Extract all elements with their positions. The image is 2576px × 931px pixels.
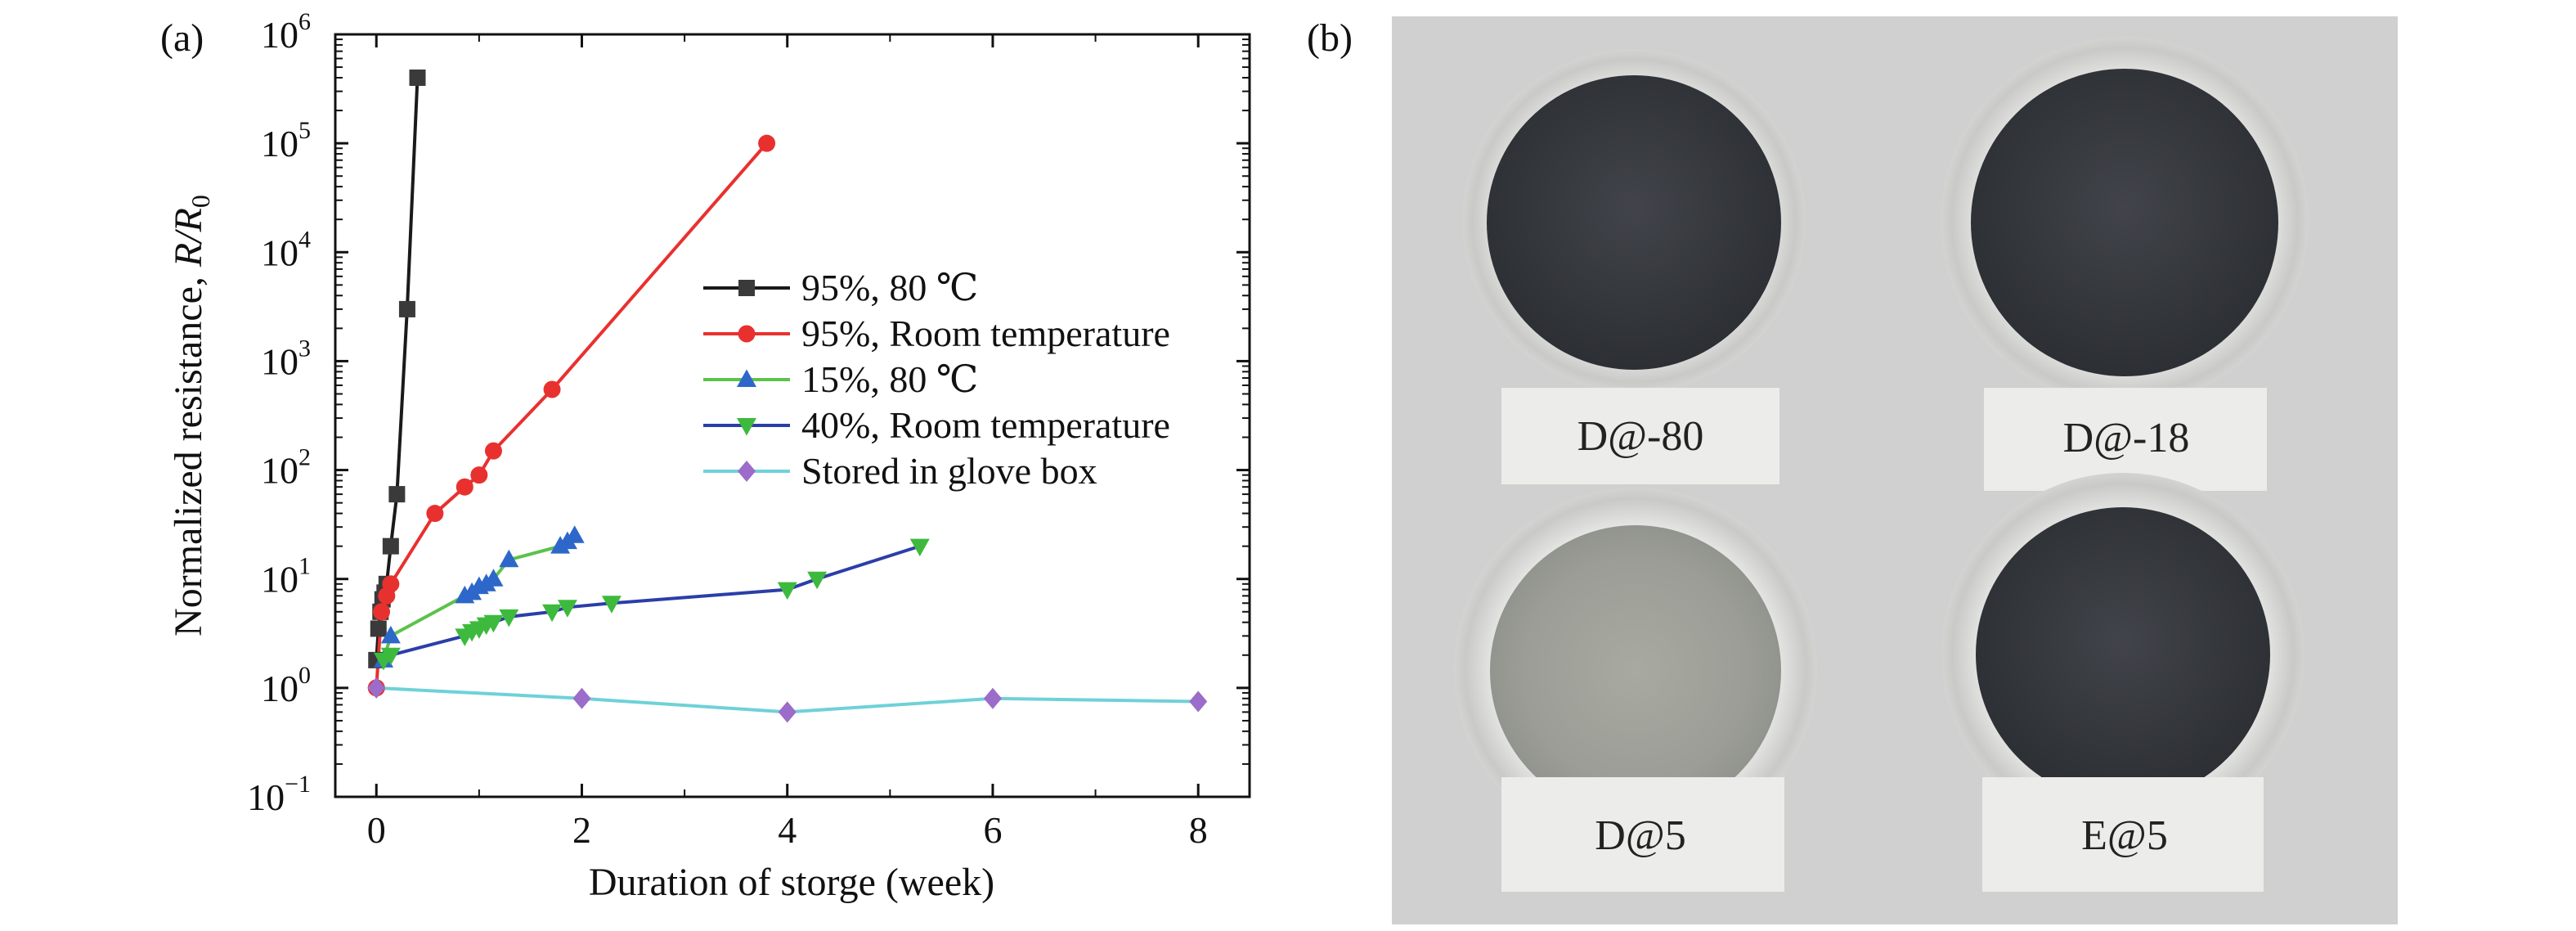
sample-4-label: E@5 <box>2081 812 2168 859</box>
sample-1-disc <box>1487 75 1781 370</box>
legend-marker <box>738 325 756 343</box>
x-tick-label: 4 <box>778 809 797 851</box>
y-tick-base: 10 <box>247 776 285 818</box>
x-axis: 0 2 4 6 8 <box>367 34 1208 851</box>
y-tick-label: 106 <box>261 8 311 56</box>
legend-marker <box>737 418 756 436</box>
series-2-point <box>426 505 444 523</box>
sample-3-label-box <box>1501 777 1784 892</box>
series-2-point <box>373 603 391 621</box>
sample-3-disc <box>1490 525 1781 816</box>
series-2-point <box>382 575 400 593</box>
y-tick-label: 101 <box>261 553 311 600</box>
series-3-point <box>483 569 504 587</box>
series-4-point <box>542 604 563 623</box>
legend-label: 40%, Room temperature <box>801 404 1170 446</box>
y-tick-exponent: 5 <box>298 117 311 144</box>
sample-1-label: D@-80 <box>1577 413 1704 460</box>
panel-b-label: (b) <box>1307 16 1353 60</box>
series-3-point <box>564 525 585 543</box>
series-2-point <box>456 478 473 496</box>
x-tick-label: 2 <box>572 809 591 851</box>
series-4-point <box>909 538 930 557</box>
y-tick-label: 104 <box>261 226 311 273</box>
legend-marker <box>738 461 756 482</box>
legend-marker <box>737 369 756 387</box>
y-tick-label: 10−1 <box>247 771 311 818</box>
y-tick-label: 103 <box>261 335 311 382</box>
panel-a-label: (a) <box>160 16 204 60</box>
sample-4-disc <box>1976 507 2270 802</box>
y-tick-base: 10 <box>261 232 298 273</box>
sample-4-label-box <box>1982 777 2264 892</box>
series-1-point <box>370 620 387 637</box>
y-tick-base: 10 <box>261 668 298 709</box>
y-tick-base: 10 <box>261 559 298 600</box>
x-tick-label: 6 <box>983 809 1002 851</box>
legend-label: Stored in glove box <box>801 450 1097 492</box>
y-tick-base: 10 <box>261 123 298 164</box>
series-2-point <box>470 466 488 484</box>
series-5-point <box>983 687 1002 709</box>
sample-1-label-box <box>1501 388 1779 484</box>
series-4-point <box>807 571 828 590</box>
y-tick-label: 105 <box>261 117 311 164</box>
series-5-point <box>1189 690 1208 713</box>
series-4-point <box>557 600 577 618</box>
series-2-point <box>543 380 561 398</box>
series-2-point <box>484 442 502 460</box>
series-markers <box>367 69 1208 723</box>
series-4-point <box>380 647 401 666</box>
y-tick-exponent: 6 <box>298 8 311 35</box>
x-axis-title: Duration of storge (week) <box>589 861 994 904</box>
series-3-point <box>380 625 401 644</box>
plot-frame <box>334 33 1251 798</box>
y-axis-title-main: Normalized resistance, <box>167 267 210 636</box>
y-tick-base: 10 <box>261 450 298 492</box>
y-tick-exponent: −1 <box>285 771 311 798</box>
series-5-point <box>367 677 386 699</box>
series-4-point <box>601 596 622 614</box>
series-3-point <box>499 549 519 568</box>
series-1-point <box>388 486 406 503</box>
series-1-point <box>398 300 415 317</box>
y-tick-exponent: 4 <box>298 226 311 253</box>
sample-2-disc <box>1971 69 2278 376</box>
y-tick-exponent: 2 <box>298 444 311 471</box>
y-tick-label: 102 <box>261 444 311 492</box>
series-4-point <box>777 582 797 600</box>
series-4-point <box>499 609 519 627</box>
y-tick-label: 100 <box>261 662 311 709</box>
sample-3-label: D@5 <box>1595 812 1685 859</box>
y-axis-title-var: R/R <box>167 208 210 268</box>
x-tick-label: 8 <box>1189 809 1208 851</box>
legend-label: 95%, 80 ℃ <box>801 267 978 308</box>
legend-marker <box>738 280 755 296</box>
series-1-point <box>382 537 399 555</box>
sample-photo: D@-80 D@-18 D@5 E@5 <box>1392 16 2398 924</box>
series-2-point <box>758 134 776 152</box>
y-axis-title-sub: 0 <box>186 195 215 208</box>
x-tick-label: 0 <box>367 809 386 851</box>
y-tick-exponent: 0 <box>298 662 311 689</box>
legend-label: 15%, 80 ℃ <box>801 358 978 400</box>
y-tick-base: 10 <box>261 340 298 382</box>
y-tick-exponent: 3 <box>298 335 311 362</box>
y-axis-title: Normalized resistance, R/R0 <box>167 195 215 636</box>
y-tick-base: 10 <box>261 14 298 56</box>
series-5-point <box>778 701 797 723</box>
series-5-point <box>572 687 591 709</box>
sample-2-label: D@-18 <box>2063 415 2190 461</box>
y-tick-exponent: 1 <box>298 553 311 580</box>
legend-label: 95%, Room temperature <box>801 313 1170 354</box>
series-1-point <box>409 69 426 86</box>
series-4-point <box>483 614 504 633</box>
